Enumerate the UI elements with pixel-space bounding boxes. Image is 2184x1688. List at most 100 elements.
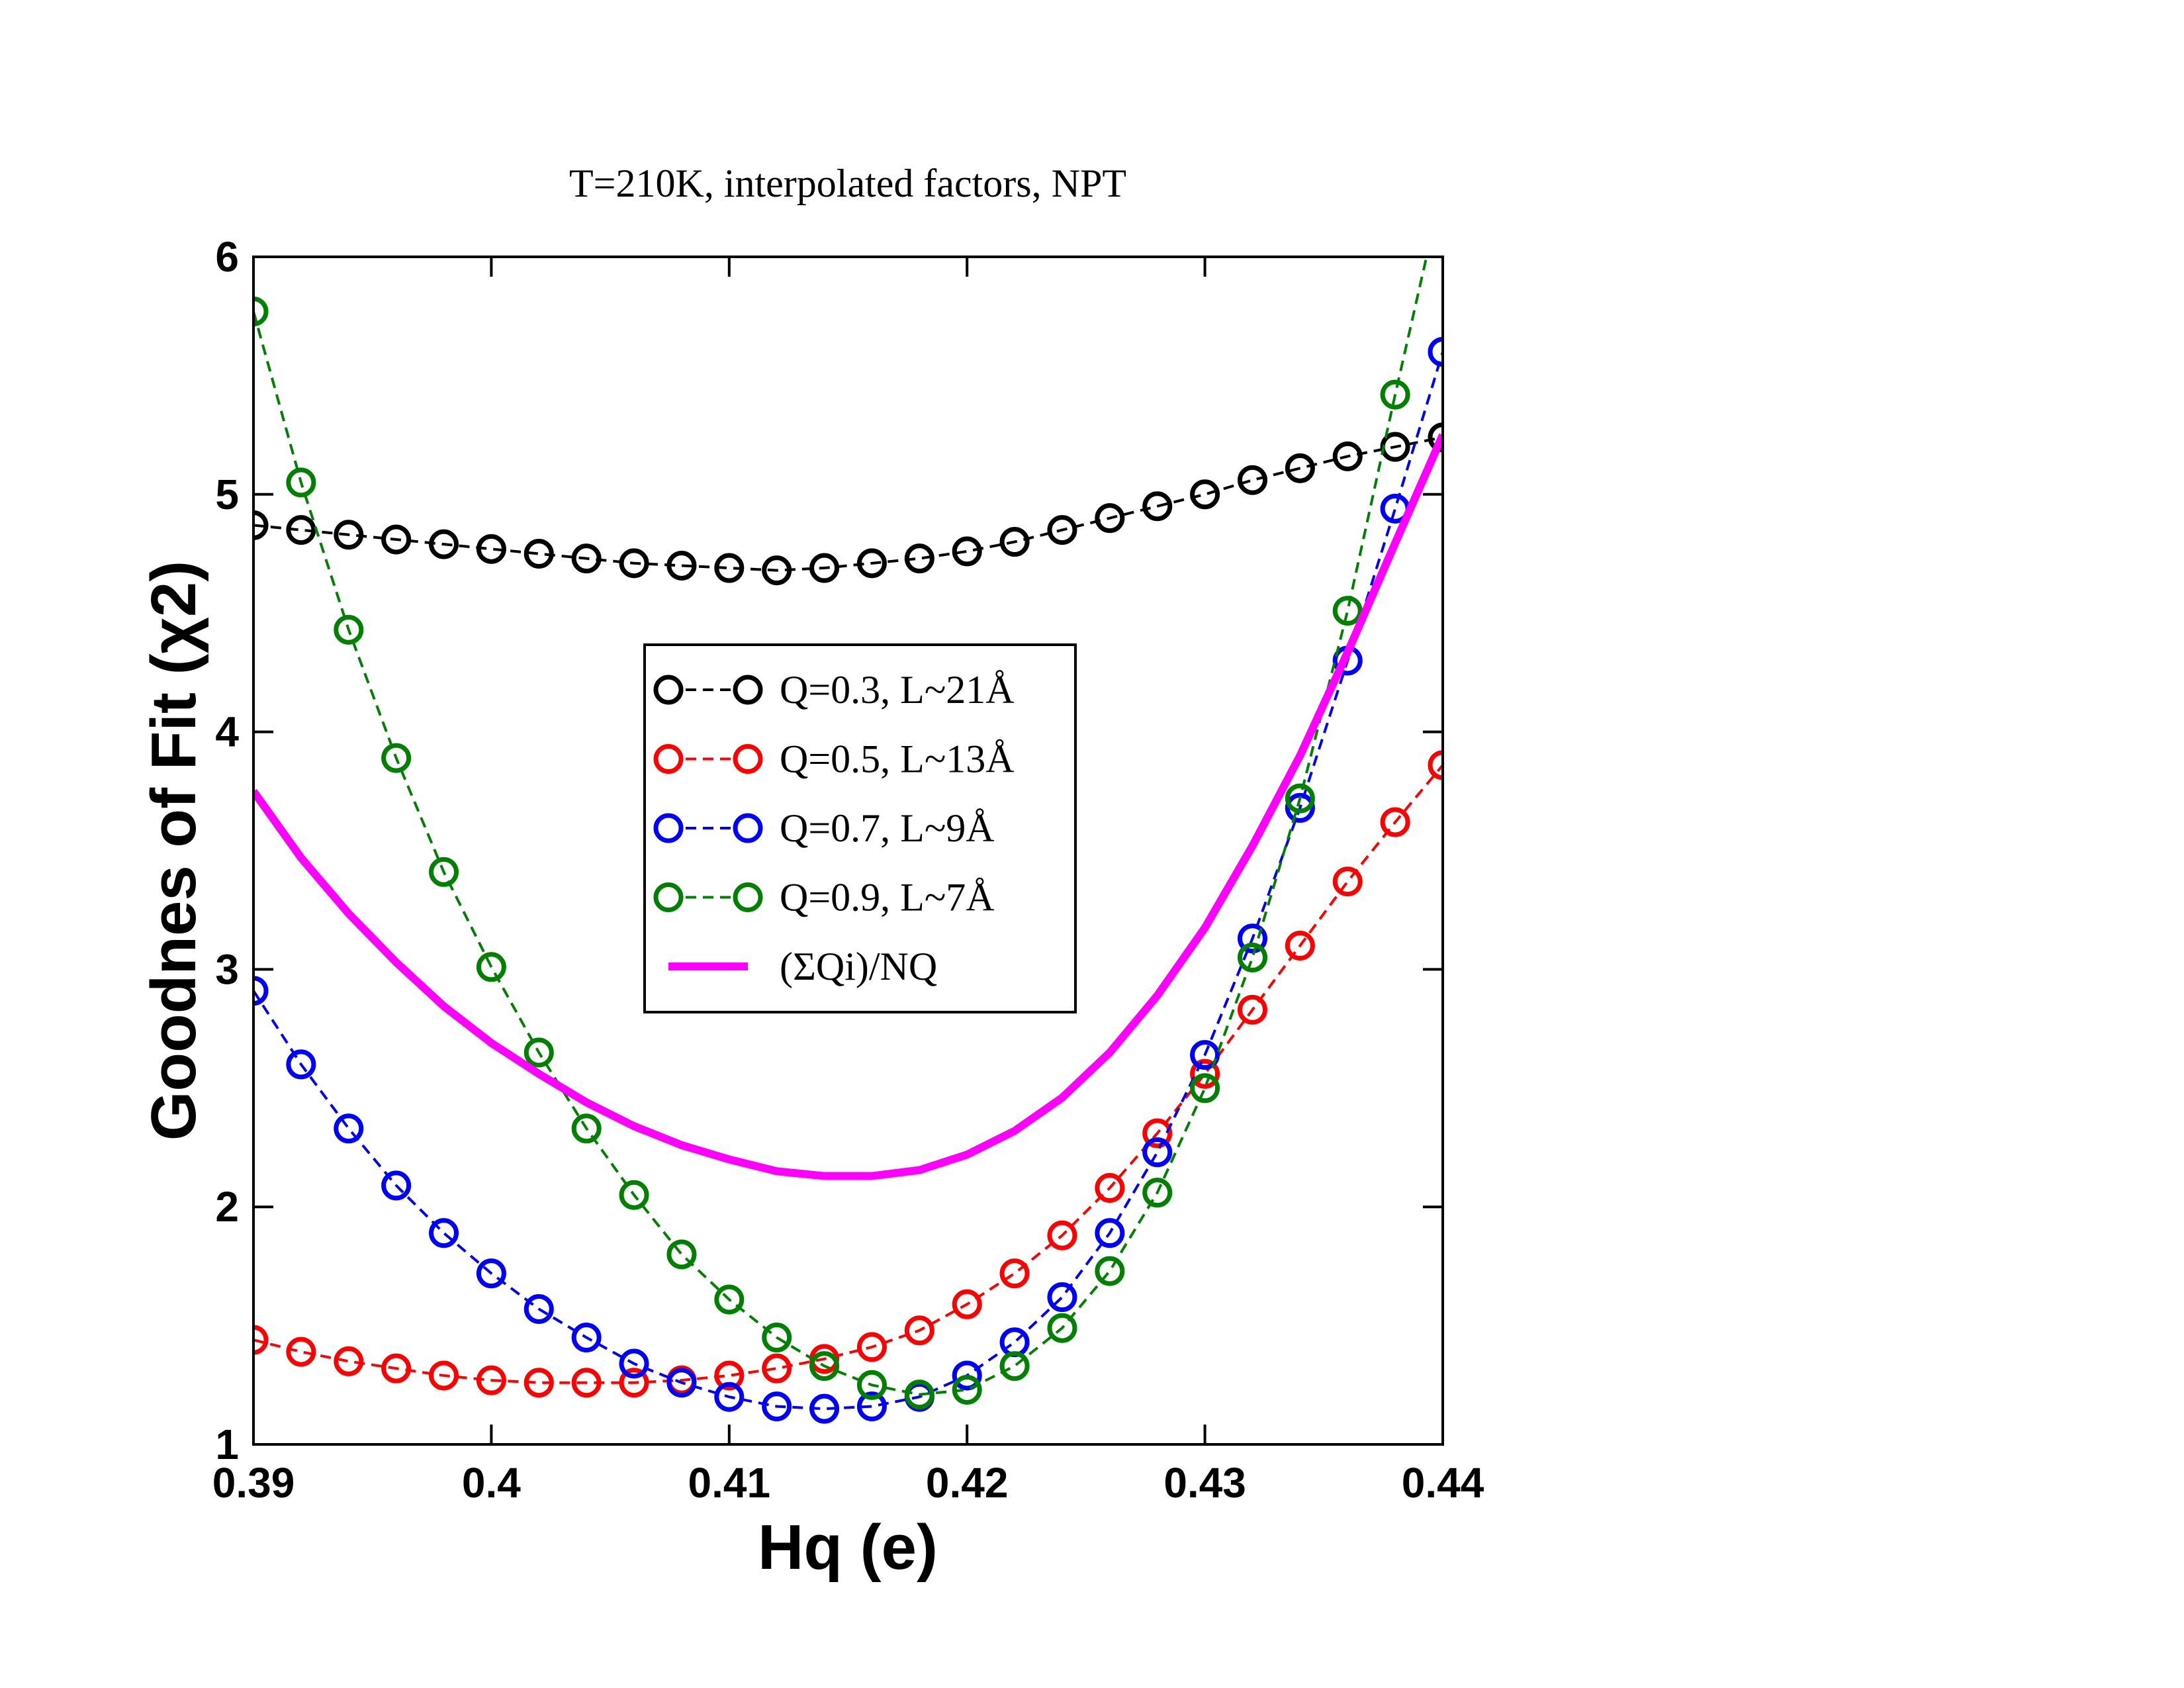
marker (429, 1360, 459, 1391)
marker (476, 952, 506, 982)
marker (1237, 923, 1267, 954)
marker (334, 1346, 364, 1376)
x-tick-label: 0.42 (926, 1459, 1009, 1507)
marker (1428, 750, 1443, 780)
marker (1190, 1040, 1220, 1070)
marker (381, 1170, 412, 1201)
marker (952, 1289, 982, 1319)
marker (999, 527, 1030, 557)
marker (952, 1374, 982, 1405)
marker (1190, 1058, 1220, 1089)
marker (381, 743, 412, 773)
y-tick-label: 1 (215, 1421, 239, 1468)
marker (253, 297, 269, 327)
marker (286, 467, 316, 498)
marker (1285, 931, 1315, 961)
marker (619, 548, 649, 579)
marker (714, 1360, 745, 1391)
marker (762, 1391, 792, 1422)
marker (1237, 942, 1267, 972)
chart-title: T=210K, interpolated factors, NPT (569, 162, 1126, 205)
marker (476, 534, 506, 564)
marker (762, 1353, 792, 1383)
x-tick-label: 0.4 (462, 1459, 521, 1507)
x-tick-label: 0.41 (688, 1459, 771, 1507)
marker (809, 553, 840, 583)
marker (856, 1391, 887, 1422)
marker (476, 1258, 506, 1289)
y-tick-label: 3 (215, 945, 239, 993)
marker (1142, 1118, 1173, 1149)
plot-frame (252, 256, 1444, 1446)
marker (334, 1113, 364, 1144)
marker (999, 1327, 1030, 1358)
marker (476, 1365, 506, 1395)
marker (381, 524, 412, 555)
marker (381, 1353, 412, 1383)
y-tick-label: 6 (215, 233, 239, 281)
marker (952, 536, 982, 567)
marker (762, 555, 792, 586)
mean-line (253, 433, 1443, 1180)
marker (809, 1351, 840, 1382)
marker (762, 1323, 792, 1353)
marker (253, 510, 269, 540)
marker (523, 1037, 554, 1068)
marker (1428, 422, 1443, 453)
marker (286, 1049, 316, 1080)
marker (952, 1360, 982, 1391)
y-tick-label: 4 (215, 708, 239, 756)
marker (429, 1218, 459, 1248)
marker (1142, 491, 1173, 522)
marker (619, 1180, 649, 1210)
legend-label: Q=0.5, L~13Å (780, 737, 1015, 781)
marker (286, 515, 316, 545)
marker (1332, 441, 1363, 471)
marker (904, 1315, 934, 1346)
marker (571, 1113, 602, 1144)
marker (1237, 994, 1267, 1025)
marker (1095, 1256, 1125, 1286)
marker (714, 1284, 745, 1315)
legend-marker (653, 882, 684, 912)
marker (571, 543, 602, 574)
marker (666, 1368, 697, 1398)
marker (1047, 1220, 1077, 1250)
marker (619, 1368, 649, 1398)
legend-label: Q=0.3, L~21Å (780, 668, 1015, 712)
legend-label: Q=0.9, L~7Å (780, 876, 995, 919)
marker (1190, 1073, 1220, 1103)
marker (1142, 1178, 1173, 1208)
legend-label: (ΣQi)/NQ (780, 945, 937, 988)
marker (1047, 1282, 1077, 1313)
plot-area (253, 173, 1455, 1424)
marker (1285, 453, 1315, 483)
y-tick-label: 5 (215, 471, 239, 518)
marker (1430, 173, 1455, 198)
marker (1095, 503, 1125, 534)
x-tick-label: 0.43 (1163, 1459, 1246, 1507)
marker (1095, 1172, 1125, 1203)
marker (904, 1380, 934, 1410)
marker (904, 543, 934, 574)
legend-marker (733, 744, 763, 774)
legend-marker (733, 813, 763, 843)
marker (666, 1239, 697, 1270)
marker (856, 1332, 887, 1362)
marker (999, 1258, 1030, 1289)
legend-marker (653, 744, 684, 774)
legend-marker (733, 882, 763, 912)
marker (1285, 792, 1315, 823)
marker (1142, 1137, 1173, 1168)
legend-marker (733, 675, 763, 705)
marker (286, 1336, 316, 1367)
legend-label: Q=0.7, L~9Å (780, 806, 995, 850)
marker (571, 1368, 602, 1398)
marker (999, 1351, 1030, 1382)
marker (523, 1293, 554, 1324)
series-line (253, 436, 1443, 572)
marker (523, 1368, 554, 1398)
marker (1285, 783, 1315, 814)
marker (334, 520, 364, 550)
